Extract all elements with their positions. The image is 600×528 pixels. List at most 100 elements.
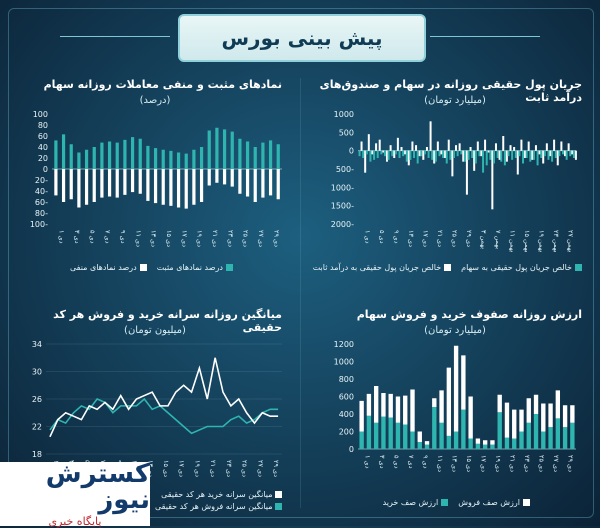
y-tick-label: 600 [339, 393, 354, 402]
x-tick-label: ۱۷ دی [480, 455, 488, 472]
bar-white [509, 145, 512, 151]
title-decor-right [430, 36, 540, 37]
bar-teal [253, 147, 257, 169]
x-tick-label: ۹ دی [421, 455, 429, 469]
bar-teal [100, 142, 104, 169]
x-tick-label: ۲۱ دی [509, 455, 517, 472]
bar-white [366, 393, 372, 416]
bar-teal [61, 134, 66, 169]
bar-white [92, 169, 96, 202]
bar-teal [358, 150, 361, 157]
bar-teal [446, 435, 452, 449]
bar-white [520, 139, 523, 151]
bar-teal [115, 142, 119, 169]
panel-frame [8, 8, 594, 518]
bar-teal [398, 150, 401, 158]
bar-white [410, 389, 415, 432]
y-tick-label: 60- [35, 198, 48, 207]
bar-white [161, 169, 165, 205]
bar-white [462, 150, 465, 162]
bar-white [404, 150, 407, 155]
bar-teal [489, 150, 492, 160]
x-tick-label: ۷ بهمن [494, 230, 502, 249]
bar-white [169, 169, 173, 206]
x-tick-label: ۵ دی [392, 455, 400, 469]
x-tick-label: ۹ دی [392, 230, 400, 244]
bar-white [422, 150, 425, 160]
bar-white [513, 147, 516, 151]
y-tick-label: 1000 [334, 110, 354, 119]
bar-teal [570, 422, 575, 449]
bar-white [403, 395, 408, 425]
bar-white [382, 150, 385, 153]
x-tick-label: ۵ دی [378, 230, 386, 244]
x-tick-label: ۲۷ بهمن [567, 230, 575, 253]
bar-teal [453, 150, 456, 158]
bar-white [184, 169, 188, 209]
bar-teal [405, 150, 408, 162]
br-legend: ارزش صف فروش ارزش صف خرید [383, 498, 530, 507]
bar-teal [388, 417, 393, 449]
bar-white [476, 141, 479, 151]
bar-teal [456, 150, 459, 157]
bar-teal [555, 418, 561, 449]
bar-teal [533, 414, 539, 449]
page-title: پیش بینی بورس [178, 14, 426, 62]
bar-white [268, 169, 273, 196]
bar-teal [519, 431, 524, 449]
x-tick-label: ۱۳ دی [146, 460, 154, 477]
bar-white [245, 169, 250, 197]
bar-white [389, 145, 392, 151]
bar-white [123, 169, 127, 195]
x-tick-label: ۲۹ دی [567, 455, 575, 472]
bar-white [367, 134, 370, 151]
bar-teal [442, 150, 445, 158]
bar-white [276, 169, 280, 200]
bar-teal [490, 444, 495, 449]
bar-teal [77, 152, 81, 169]
bar-teal [460, 150, 463, 155]
x-tick-label: ۵ دی [88, 230, 96, 244]
y-tick-label: 100- [30, 220, 48, 229]
bar-teal [558, 150, 561, 157]
bar-teal [514, 150, 517, 158]
bar-teal [413, 150, 416, 158]
bar-white [502, 136, 505, 151]
x-tick-label: ۱۹ دی [494, 455, 502, 472]
bar-white [425, 147, 428, 151]
bar-white [393, 150, 396, 158]
x-tick-label: ۲۱ دی [436, 230, 444, 247]
bar-white [555, 390, 561, 419]
x-tick-label: ۱۳ دی [407, 230, 415, 247]
y-tick-label: 34 [32, 340, 42, 349]
bar-teal [268, 140, 273, 169]
bar-white [359, 400, 364, 432]
bl-title: میانگین روزانه سرانه خرید و فروش هر کد ح… [53, 308, 282, 334]
y-tick-label: 1000 [334, 358, 354, 367]
tr-legend-item-1: خالص جریان پول حقیقی به سهام [461, 263, 582, 272]
bar-teal [153, 148, 158, 169]
bar-teal [383, 150, 386, 157]
bar-teal [215, 127, 219, 169]
bar-teal [467, 150, 470, 160]
bar-white [446, 367, 452, 436]
bar-teal [511, 150, 514, 160]
bar-teal [536, 150, 539, 166]
bar-teal [434, 150, 437, 162]
x-tick-label: ۹ دی [119, 230, 127, 244]
bar-teal [562, 427, 568, 449]
bar-white [207, 169, 211, 186]
bar-white [482, 440, 488, 445]
bar-white [69, 169, 73, 200]
bar-teal [482, 150, 485, 173]
bar-teal [222, 129, 227, 169]
x-tick-label: ۲۱ دی [209, 460, 217, 477]
bar-teal [420, 150, 423, 157]
bar-white [360, 141, 363, 151]
bar-teal [453, 431, 459, 449]
bar-teal [238, 138, 242, 169]
bar-white [574, 150, 577, 160]
bar-white [451, 150, 454, 177]
bar-white [230, 169, 234, 187]
bar-white [253, 169, 257, 202]
